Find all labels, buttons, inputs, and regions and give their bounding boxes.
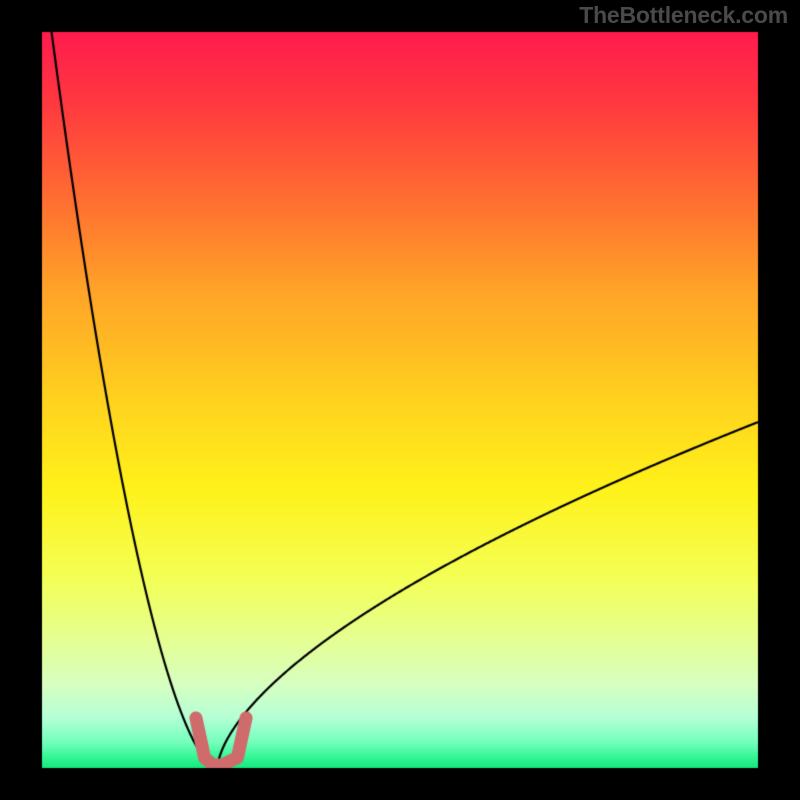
chart-container: TheBottleneck.com: [0, 0, 800, 800]
bottleneck-curve-chart: [0, 0, 800, 800]
watermark-text: TheBottleneck.com: [579, 2, 788, 29]
